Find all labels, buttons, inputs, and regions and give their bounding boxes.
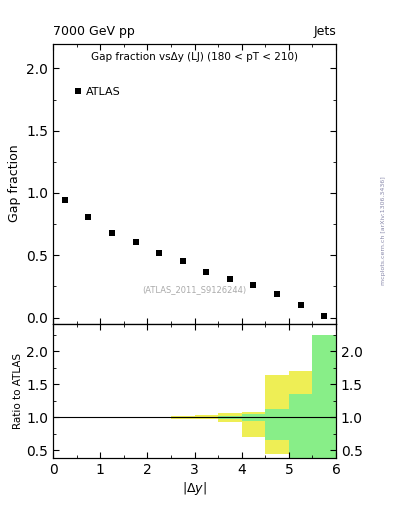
Text: (ATLAS_2011_S9126244): (ATLAS_2011_S9126244): [143, 286, 246, 294]
Legend: ATLAS: ATLAS: [70, 83, 125, 101]
Text: Jets: Jets: [313, 26, 336, 38]
Y-axis label: Ratio to ATLAS: Ratio to ATLAS: [13, 353, 24, 429]
Y-axis label: Gap fraction: Gap fraction: [7, 145, 21, 222]
X-axis label: $|\Delta y|$: $|\Delta y|$: [182, 480, 207, 497]
Text: 7000 GeV pp: 7000 GeV pp: [53, 26, 135, 38]
Text: Gap fraction vsΔy (LJ) (180 < pT < 210): Gap fraction vsΔy (LJ) (180 < pT < 210): [91, 52, 298, 62]
Text: mcplots.cern.ch [arXiv:1306.3436]: mcplots.cern.ch [arXiv:1306.3436]: [381, 176, 386, 285]
